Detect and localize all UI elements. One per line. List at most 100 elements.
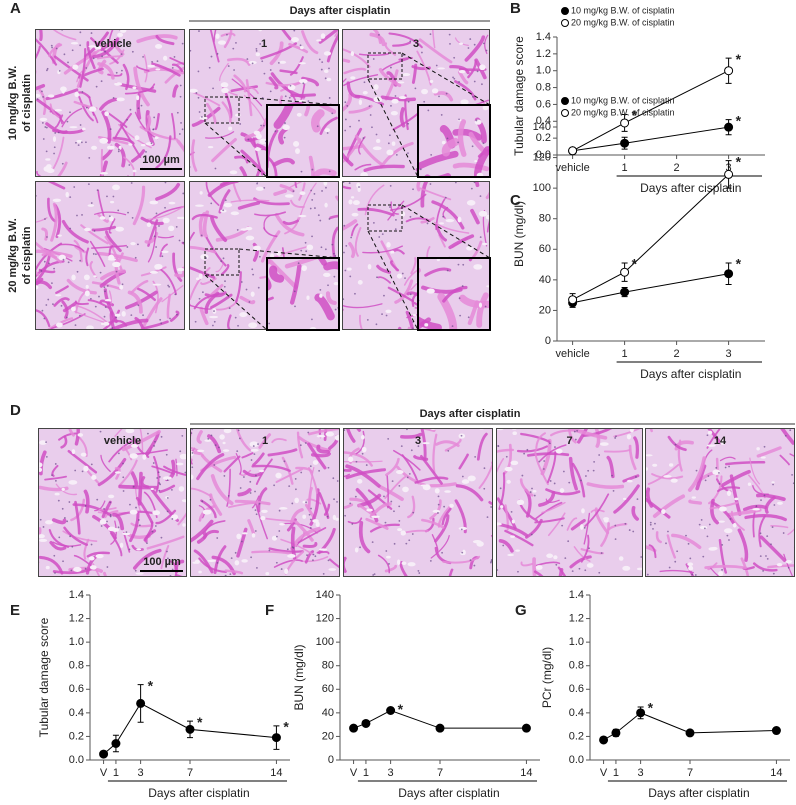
tissue-fiber — [155, 509, 177, 525]
data-point — [99, 749, 109, 759]
tissue-lumen — [302, 514, 307, 519]
tissue-fiber — [331, 226, 339, 261]
tissue-lumen — [82, 127, 86, 131]
tissue-fiber — [210, 216, 228, 243]
tissue-nucleus — [104, 290, 106, 293]
tissue-nucleus — [191, 466, 194, 469]
micrograph — [418, 258, 490, 330]
tissue-nucleus — [85, 106, 88, 109]
tissue-lumen — [457, 216, 462, 223]
tissue-nucleus — [328, 218, 331, 220]
tissue-fiber — [157, 235, 174, 239]
tissue-fiber — [496, 497, 517, 530]
tissue-nucleus — [721, 568, 723, 571]
tissue-fiber — [135, 496, 154, 525]
y-tick-label: 0.8 — [569, 660, 584, 672]
tissue-lumen — [298, 214, 307, 218]
tissue-nucleus — [226, 33, 228, 36]
tissue-nucleus — [263, 72, 266, 75]
tissue-fiber — [569, 555, 592, 569]
tissue-nucleus — [346, 105, 349, 107]
tissue-lumen — [318, 548, 328, 551]
tissue-lumen — [207, 559, 216, 562]
data-point — [724, 66, 734, 76]
tissue-nucleus — [318, 58, 321, 61]
tissue-nucleus — [213, 464, 216, 466]
tissue-fiber — [257, 487, 268, 513]
tissue-nucleus — [159, 318, 162, 321]
tissue-lumen — [154, 136, 159, 140]
tissue-nucleus — [125, 531, 128, 534]
tissue-nucleus — [412, 511, 415, 514]
tissue-nucleus — [400, 445, 403, 448]
tissue-fiber — [647, 463, 680, 485]
tissue-lumen — [445, 219, 455, 223]
tissue-nucleus — [385, 314, 388, 317]
tissue-fiber — [476, 432, 488, 461]
tissue-fiber — [779, 454, 790, 466]
tissue-fiber — [207, 434, 222, 454]
tissue-lumen — [712, 469, 721, 475]
tissue-lumen — [91, 474, 97, 481]
tissue-lumen — [400, 530, 406, 536]
tissue-lumen — [670, 478, 678, 483]
tissue-nucleus — [472, 95, 474, 98]
tissue-fiber — [570, 518, 586, 531]
tissue-lumen — [504, 466, 513, 472]
x-tick-label: V — [600, 767, 608, 779]
tissue-fiber — [390, 193, 427, 211]
tissue-lumen — [95, 554, 104, 559]
tissue-fiber — [541, 501, 566, 514]
tissue-fiber — [41, 227, 49, 241]
tissue-nucleus — [293, 29, 296, 32]
tissue-fiber — [345, 464, 381, 488]
x-tick-label: 1 — [113, 767, 119, 779]
tissue-nucleus — [334, 308, 337, 311]
tissue-fiber — [210, 293, 233, 309]
section-header: Days after cisplatin — [420, 408, 521, 420]
tissue-lumen — [55, 322, 63, 328]
tissue-nucleus — [483, 467, 486, 470]
tissue-fiber — [130, 279, 149, 294]
tissue-fiber — [343, 451, 373, 467]
tissue-fiber — [136, 92, 142, 120]
tissue-lumen — [699, 525, 708, 530]
tissue-lumen — [460, 99, 469, 105]
column-label: 14 — [714, 435, 727, 447]
significance-mark: * — [736, 112, 742, 128]
tissue-nucleus — [316, 125, 319, 128]
micrograph — [38, 428, 187, 577]
tissue-lumen — [223, 428, 232, 434]
tissue-nucleus — [99, 430, 102, 433]
tissue-fiber — [452, 162, 490, 172]
tissue-fiber — [144, 114, 152, 132]
tissue-nucleus — [74, 469, 77, 472]
tissue-nucleus — [476, 70, 479, 73]
legend-marker — [561, 19, 569, 27]
tissue-nucleus — [311, 318, 313, 321]
y-tick-label: 140 — [533, 121, 551, 133]
tissue-lumen — [312, 519, 319, 523]
tissue-fiber — [355, 428, 362, 432]
tissue-nucleus — [166, 479, 169, 482]
tissue-lumen — [168, 201, 176, 205]
tissue-nucleus — [426, 222, 429, 225]
tissue-nucleus — [343, 224, 346, 227]
tissue-fiber — [464, 35, 486, 62]
tissue-nucleus — [314, 555, 317, 558]
legend-label: 10 mg/kg B.W. of cisplatin — [571, 5, 675, 15]
tissue-fiber — [154, 113, 160, 131]
tissue-fiber — [255, 169, 261, 177]
tissue-fiber — [101, 110, 112, 144]
tissue-nucleus — [262, 124, 265, 127]
tissue-lumen — [251, 533, 256, 538]
tissue-fiber — [218, 189, 231, 214]
tissue-fiber — [169, 560, 178, 577]
tissue-fiber — [155, 135, 172, 169]
tissue-nucleus — [369, 114, 372, 116]
tissue-nucleus — [388, 206, 391, 208]
tissue-lumen — [58, 254, 66, 261]
tissue-fiber — [583, 512, 591, 545]
tissue-nucleus — [467, 47, 470, 49]
tissue-fiber — [200, 499, 217, 519]
